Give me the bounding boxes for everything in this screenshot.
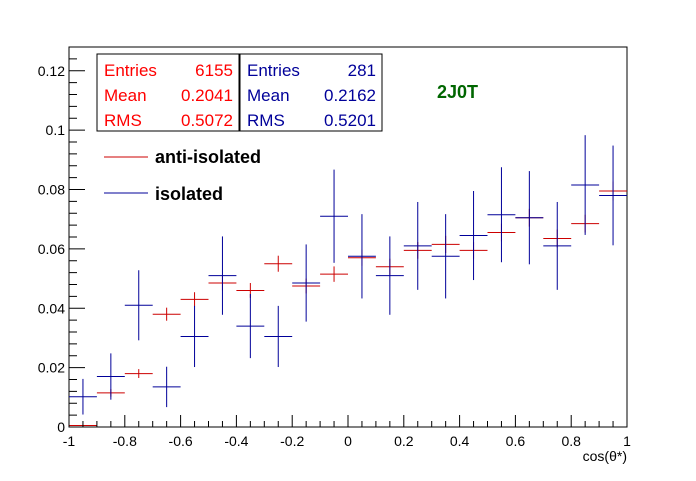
x-tick-label: 0.2 (394, 433, 414, 449)
x-tick-label: 0.8 (561, 433, 581, 449)
data-point-isolated (459, 190, 488, 281)
data-point-isolated (375, 236, 404, 315)
stat-box-isolated-frame (239, 53, 383, 132)
data-point-anti-isolated (124, 369, 153, 379)
data-point-isolated (487, 167, 516, 263)
stat-value-mean-anti: 0.2041 (181, 86, 233, 105)
y-tick-label: 0.08 (38, 182, 65, 198)
data-point-isolated (208, 236, 237, 315)
data-point-isolated (320, 169, 348, 263)
x-tick-label: 0.6 (506, 433, 526, 449)
legend-label-isolated: isolated (155, 184, 223, 204)
stat-box-anti-isolated-frame (96, 53, 240, 132)
stat-value-rms-iso: 0.5201 (324, 111, 376, 130)
x-tick-label: -0.8 (113, 433, 137, 449)
data-point-isolated (152, 366, 181, 408)
data-point-isolated (236, 294, 265, 359)
stat-label-rms-iso: RMS (247, 111, 285, 130)
stat-label-mean-anti: Mean (104, 86, 147, 105)
stat-value-entries-iso: 281 (348, 61, 376, 80)
data-point-isolated (543, 201, 572, 290)
data-point-anti-isolated (320, 266, 348, 282)
data-point-anti-isolated (152, 307, 181, 321)
y-tick-label: 0.12 (38, 63, 65, 79)
stat-label-entries-iso: Entries (247, 61, 300, 80)
y-tick-label: 0 (57, 419, 65, 435)
data-point-anti-isolated (264, 255, 293, 272)
y-tick-label: 0.1 (46, 122, 66, 138)
stat-box-isolated: Entries 281 Mean 0.2162 RMS 0.5201 (239, 53, 383, 132)
x-tick-label: -1 (63, 433, 76, 449)
stat-value-entries-anti: 6155 (195, 61, 233, 80)
y-tick-label: 0.02 (38, 360, 65, 376)
x-tick-label: 1 (623, 433, 631, 449)
stat-value-rms-anti: 0.5072 (181, 111, 233, 130)
data-point-isolated (403, 201, 432, 290)
data-point-isolated (571, 135, 600, 235)
x-axis-title: cos(θ*) (583, 448, 627, 464)
stat-value-mean-iso: 0.2162 (324, 86, 376, 105)
data-point-anti-isolated (180, 292, 209, 307)
data-point-isolated (292, 244, 321, 322)
data-point-isolated (599, 145, 627, 246)
data-point-isolated (124, 270, 153, 341)
axis-layer: -1 -0.8 -0.6 -0.4 -0.2 0 0.2 0.4 0.6 0.8 1 0 0.02 0.0… (38, 46, 631, 449)
data-point-isolated (180, 305, 209, 368)
x-tick-label: -0.6 (169, 433, 193, 449)
y-tick-label: 0.06 (38, 241, 65, 257)
data-point-isolated (264, 305, 293, 368)
legend: anti-isolated isolated (104, 147, 261, 204)
stat-label-rms-anti: RMS (104, 111, 142, 130)
data-point-isolated (515, 171, 544, 265)
series-layer (69, 135, 627, 427)
legend-label-anti-isolated: anti-isolated (155, 147, 261, 167)
stat-label-mean-iso: Mean (247, 86, 290, 105)
x-tick-label: 0.4 (450, 433, 470, 449)
data-point-isolated (348, 214, 376, 299)
stat-box-anti-isolated: Entries 6155 Mean 0.2041 RMS 0.5072 (96, 53, 240, 132)
data-point-isolated (96, 353, 125, 400)
channel-tag: 2J0T (437, 82, 478, 102)
data-point-isolated (69, 378, 97, 415)
stat-label-entries-anti: Entries (104, 61, 157, 80)
x-tick-label: 0 (344, 433, 352, 449)
y-tick-label: 0.04 (38, 300, 65, 316)
x-tick-label: -0.4 (224, 433, 248, 449)
data-point-isolated (431, 214, 460, 299)
x-tick-label: -0.2 (280, 433, 304, 449)
